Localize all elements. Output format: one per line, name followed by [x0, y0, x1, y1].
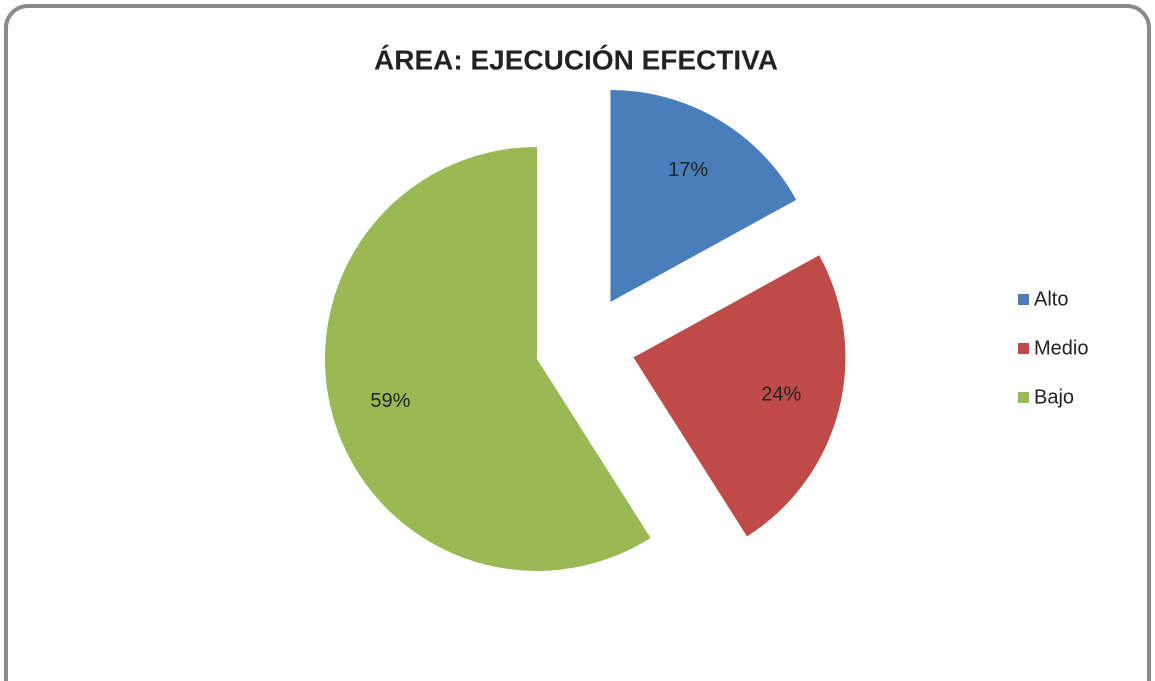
pie-slice — [610, 89, 797, 302]
legend-swatch — [1018, 392, 1029, 403]
legend-swatch — [1018, 294, 1029, 305]
pie-slice — [324, 146, 651, 571]
data-label: 17% — [668, 159, 708, 181]
pie-slice — [633, 255, 846, 537]
legend-label: Medio — [1034, 337, 1088, 359]
legend-swatch — [1018, 343, 1029, 354]
chart-title: ÁREA: EJECUCIÓN EFECTIVA — [374, 44, 778, 75]
data-label: 24% — [761, 384, 801, 406]
chart-frame — [4, 4, 1151, 681]
data-label: 59% — [370, 390, 410, 412]
legend-label: Alto — [1034, 288, 1068, 310]
legend-label: Bajo — [1034, 386, 1074, 408]
